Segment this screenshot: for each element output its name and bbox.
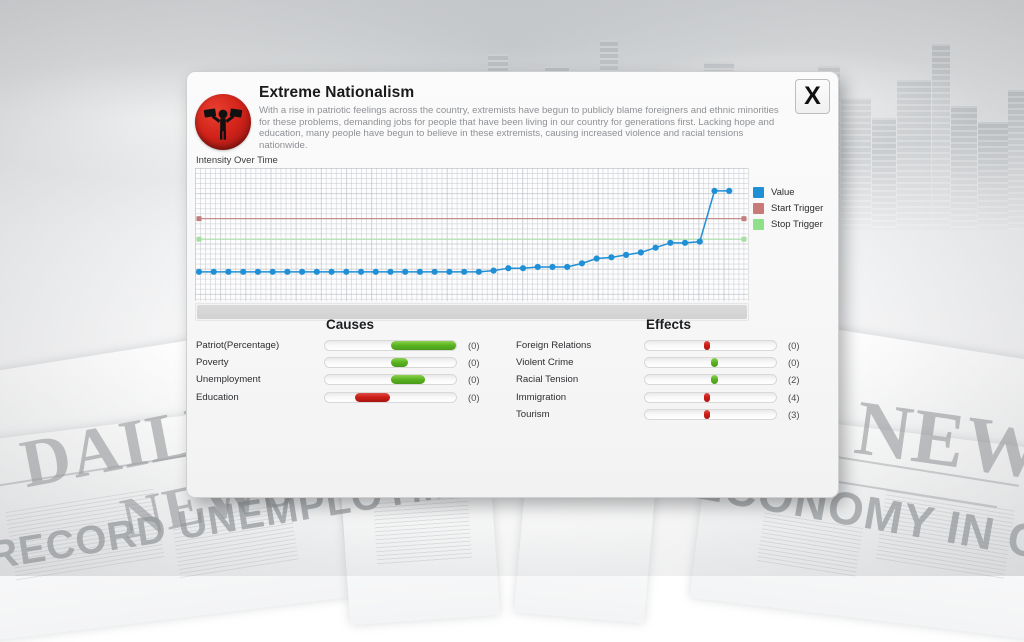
data-point [549, 264, 555, 270]
legend-swatch-icon [753, 187, 764, 198]
data-point [417, 269, 423, 275]
legend-swatch-icon [753, 219, 764, 230]
data-point [387, 269, 393, 275]
data-point [402, 269, 408, 275]
data-point [476, 269, 482, 275]
slider-label: Unemployment [196, 371, 320, 388]
causes-heading: Causes [326, 317, 374, 332]
chart-canvas [195, 168, 748, 301]
slider-value: (0) [788, 354, 799, 371]
event-description: With a rise in patriotic feelings across… [259, 105, 792, 151]
slider-track[interactable] [644, 354, 777, 371]
data-point [535, 264, 541, 270]
data-point [638, 249, 644, 255]
data-point [299, 269, 305, 275]
data-point [726, 188, 732, 194]
slider-fill [391, 341, 458, 350]
legend-label: Start Trigger [771, 203, 823, 214]
data-point [623, 252, 629, 258]
slider-value: (0) [468, 389, 479, 406]
slider-fill [355, 393, 390, 402]
slider-fill [704, 393, 711, 402]
slider-value: (0) [468, 337, 479, 354]
slider-value: (0) [468, 354, 479, 371]
data-point [211, 269, 217, 275]
data-point [594, 255, 600, 261]
slider-fill [704, 341, 711, 350]
data-point [697, 239, 703, 245]
slider-label: Racial Tension [516, 371, 640, 388]
page-title: Extreme Nationalism [259, 84, 414, 102]
slider-label: Education [196, 389, 320, 406]
slider-fill [391, 358, 408, 367]
effects-heading: Effects [646, 317, 691, 332]
slider-label: Foreign Relations [516, 337, 640, 354]
slider-value: (4) [788, 389, 799, 406]
chart-legend: Value Start Trigger Stop Trigger [753, 184, 823, 232]
trigger-marker [741, 216, 746, 221]
close-button[interactable]: X [795, 79, 830, 114]
trigger-marker [196, 216, 201, 221]
legend-swatch-icon [753, 203, 764, 214]
data-point [682, 240, 688, 246]
slider-value: (3) [788, 406, 799, 423]
data-point [490, 268, 496, 274]
slider-value: (0) [788, 337, 799, 354]
data-point [255, 269, 261, 275]
legend-item: Value [753, 184, 823, 200]
slider-track[interactable] [324, 389, 457, 406]
data-point [343, 269, 349, 275]
slider-track[interactable] [644, 389, 777, 406]
slider-track[interactable] [324, 354, 457, 371]
slider-track[interactable] [324, 371, 457, 388]
data-point [284, 269, 290, 275]
slider-label: Poverty [196, 354, 320, 371]
data-point [608, 254, 614, 260]
trigger-marker [196, 237, 201, 242]
slider-track[interactable] [644, 337, 777, 354]
chart-title: Intensity Over Time [196, 155, 278, 166]
value-line [199, 191, 729, 272]
data-point [240, 269, 246, 275]
data-point [446, 269, 452, 275]
slider-label: Violent Crime [516, 354, 640, 371]
trigger-marker [741, 237, 746, 242]
protester-icon [195, 94, 251, 150]
data-point [432, 269, 438, 275]
data-point [328, 269, 334, 275]
data-point [225, 269, 231, 275]
data-point [652, 245, 658, 251]
legend-item: Start Trigger [753, 200, 823, 216]
data-point [505, 265, 511, 271]
data-point [667, 240, 673, 246]
slider-fill [711, 375, 719, 384]
slider-track[interactable] [644, 371, 777, 388]
slider-track[interactable] [644, 406, 777, 423]
data-point [358, 269, 364, 275]
legend-item: Stop Trigger [753, 216, 823, 232]
data-point [579, 260, 585, 266]
data-point [196, 269, 202, 275]
slider-value: (2) [788, 371, 799, 388]
slider-label: Patriot(Percentage) [196, 337, 320, 354]
slider-value: (0) [468, 371, 479, 388]
legend-label: Value [771, 187, 795, 198]
data-point [520, 265, 526, 271]
data-point [461, 269, 467, 275]
slider-fill [391, 375, 425, 384]
data-point [314, 269, 320, 275]
data-point [564, 264, 570, 270]
intensity-chart [195, 168, 749, 301]
slider-track[interactable] [324, 337, 457, 354]
slider-fill [711, 358, 719, 367]
slider-label: Immigration [516, 389, 640, 406]
data-point [270, 269, 276, 275]
data-point [711, 188, 717, 194]
slider-fill [704, 410, 711, 419]
data-point [373, 269, 379, 275]
event-dialog: X Extreme Nationalism With a rise in pat… [186, 71, 839, 498]
legend-label: Stop Trigger [771, 219, 823, 230]
slider-label: Tourism [516, 406, 640, 423]
